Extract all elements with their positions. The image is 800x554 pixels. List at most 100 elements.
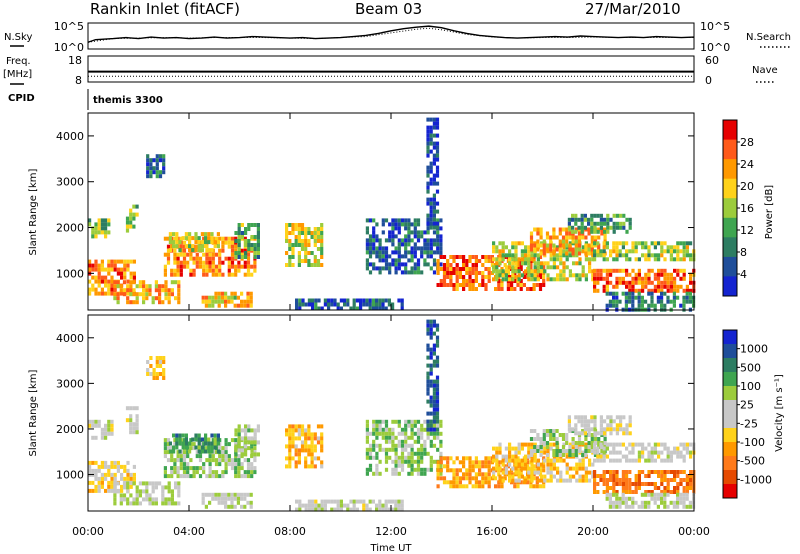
velocity-cell [110, 472, 114, 477]
power-cell [605, 291, 609, 296]
velocity-cell [439, 468, 443, 473]
velocity-cell [195, 450, 199, 455]
power-cell [504, 245, 508, 250]
power-cell [297, 239, 301, 243]
velocity-cell [625, 486, 629, 490]
velocity-cell [666, 492, 670, 497]
power-cell [168, 232, 172, 237]
power-cell [599, 276, 603, 281]
power-cell [666, 284, 670, 289]
power-cell [378, 266, 382, 271]
velocity-cell [126, 468, 130, 473]
velocity-cell [596, 482, 600, 486]
velocity-cell [439, 439, 443, 444]
velocity-cell [410, 435, 414, 440]
velocity-cell [605, 442, 609, 447]
power-cell [416, 262, 421, 267]
power-cell [410, 250, 414, 255]
velocity-cell [555, 445, 559, 449]
velocity-cell [549, 446, 553, 451]
velocity-cell [583, 431, 587, 436]
power-cell [314, 298, 318, 303]
velocity-cell [113, 497, 117, 502]
velocity-cell [605, 482, 609, 486]
power-cell [634, 288, 638, 293]
power-cell [603, 227, 607, 232]
power-cell [198, 260, 203, 265]
velocity-cell [615, 442, 619, 447]
velocity-cell [213, 437, 217, 442]
velocity-cell [320, 432, 324, 437]
power-cell [372, 230, 376, 235]
velocity-cell [685, 478, 689, 482]
velocity-cell [304, 440, 308, 445]
velocity-cell [599, 478, 603, 482]
velocity-cell [599, 474, 603, 478]
velocity-cell [615, 482, 619, 486]
velocity-cell [504, 446, 508, 451]
power-cell [621, 268, 625, 273]
velocity-cell [142, 481, 146, 486]
velocity-cell [224, 492, 228, 497]
velocity-cell [581, 458, 585, 463]
velocity-cell [562, 458, 566, 463]
power-cell [182, 260, 187, 265]
power-cell [511, 245, 515, 250]
velocity-cell [603, 427, 607, 432]
velocity-cell [435, 427, 440, 432]
velocity-cell [625, 454, 629, 459]
velocity-cell [634, 500, 638, 505]
power-cell [243, 264, 247, 269]
power-cell [256, 227, 260, 231]
velocity-cell [465, 468, 469, 473]
velocity-cell [152, 368, 156, 372]
power-cell [404, 246, 408, 251]
power-cell [173, 256, 177, 261]
power-cell [529, 235, 534, 240]
velocity-cell [154, 501, 158, 506]
velocity-cell [455, 480, 459, 485]
power-cell [562, 261, 566, 266]
power-cell [484, 255, 488, 259]
power-cell [237, 243, 241, 247]
velocity-cell [640, 500, 644, 505]
power-cell [227, 260, 231, 265]
velocity-cell [552, 437, 556, 441]
power-cell [612, 295, 616, 300]
power-cell [132, 224, 136, 229]
velocity-cell [288, 436, 292, 441]
power-cell [407, 218, 411, 223]
velocity-cell [189, 438, 193, 443]
velocity-cell [676, 492, 680, 497]
power-cell [253, 223, 257, 227]
power-cell [167, 300, 171, 305]
power-cell [378, 298, 382, 303]
power-cell [426, 149, 430, 154]
velocity-cell [581, 466, 585, 471]
velocity-cell [234, 470, 238, 475]
power-cell [297, 223, 301, 227]
velocity-cell [200, 445, 204, 450]
power-cell [484, 283, 488, 287]
velocity-cell [588, 470, 592, 475]
velocity-cell [100, 476, 104, 481]
power-cell [125, 228, 130, 233]
colorbar-swatch [723, 456, 737, 471]
power-cell [628, 217, 632, 222]
velocity-cell [91, 480, 95, 485]
velocity-cell [221, 454, 225, 459]
velocity-cell [243, 474, 247, 479]
power-cell [423, 230, 427, 235]
velocity-cell [682, 454, 686, 459]
velocity-cell [602, 450, 606, 455]
velocity-cell [158, 481, 162, 486]
velocity-cell [432, 343, 436, 348]
power-cell [420, 250, 424, 255]
colorbar-swatch [723, 344, 737, 359]
velocity-cell [170, 470, 174, 475]
velocity-cell [615, 496, 619, 501]
velocity-cell [132, 464, 136, 469]
power-cell [660, 280, 664, 285]
velocity-cell [404, 427, 408, 432]
power-cell [384, 306, 388, 311]
